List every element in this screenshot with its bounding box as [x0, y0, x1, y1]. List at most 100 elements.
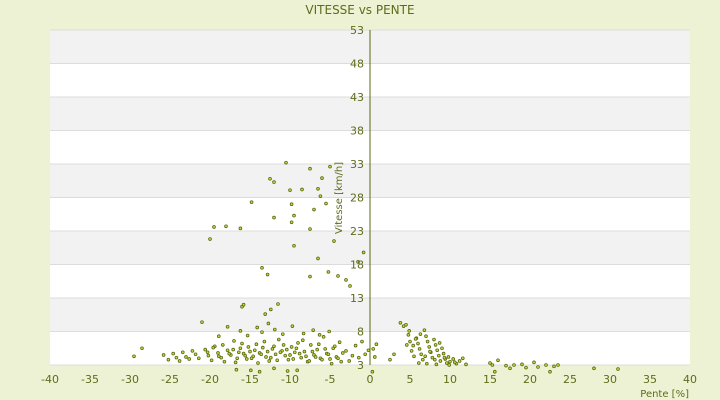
data-point — [265, 349, 270, 354]
data-point — [253, 348, 257, 353]
data-point — [435, 348, 440, 353]
data-point — [316, 186, 320, 191]
data-point — [592, 366, 596, 371]
data-point — [388, 357, 392, 362]
data-point — [360, 339, 364, 344]
data-point — [260, 266, 264, 270]
data-point — [299, 355, 304, 360]
data-point — [284, 347, 289, 352]
data-point — [336, 274, 340, 278]
data-point — [308, 227, 312, 231]
chart-title: VITESSE vs PENTE — [305, 3, 414, 17]
data-point — [288, 188, 292, 192]
data-point — [520, 362, 524, 367]
x-tick-label: -20 — [201, 373, 219, 386]
data-point — [260, 345, 265, 350]
data-point — [232, 339, 236, 343]
data-point — [225, 348, 230, 353]
data-point — [265, 272, 270, 277]
data-point — [238, 346, 243, 351]
data-point — [205, 350, 210, 355]
data-point — [245, 357, 249, 361]
data-point — [301, 331, 306, 336]
data-point — [140, 346, 144, 351]
data-point — [374, 342, 379, 347]
data-point — [292, 350, 297, 355]
x-tick-label: -30 — [121, 373, 139, 386]
data-point — [419, 352, 424, 357]
data-point — [327, 329, 332, 334]
y-tick-label: 28 — [350, 192, 364, 205]
data-point — [363, 352, 368, 357]
data-point — [406, 333, 411, 337]
data-point — [451, 357, 456, 361]
data-point — [412, 354, 416, 359]
data-point — [430, 355, 435, 360]
data-point — [281, 343, 286, 347]
data-point — [235, 356, 240, 361]
data-point — [332, 239, 336, 243]
data-point — [548, 369, 552, 374]
data-point — [268, 176, 272, 181]
data-point — [308, 343, 313, 347]
data-point — [404, 322, 408, 327]
data-point — [276, 302, 280, 306]
data-point — [272, 366, 276, 371]
data-point — [241, 302, 246, 307]
data-point — [433, 343, 438, 347]
data-point — [398, 320, 403, 325]
x-tick-label: -15 — [241, 373, 259, 386]
data-point — [442, 355, 447, 360]
data-point — [366, 348, 371, 353]
data-point — [411, 343, 416, 348]
data-point — [460, 356, 465, 361]
data-point — [224, 224, 228, 229]
data-point — [280, 332, 285, 336]
data-point — [446, 355, 451, 359]
data-point — [285, 369, 290, 373]
data-point — [321, 335, 326, 339]
data-point — [332, 344, 337, 349]
data-point — [132, 354, 136, 359]
data-point — [437, 341, 442, 345]
data-point — [448, 359, 452, 364]
data-point — [427, 345, 432, 349]
data-point — [438, 359, 443, 363]
data-point — [200, 320, 204, 324]
x-tick-label: 30 — [603, 373, 617, 386]
data-point — [524, 365, 528, 370]
x-tick-label: -40 — [41, 373, 59, 386]
data-point — [492, 369, 497, 374]
data-point — [316, 256, 320, 261]
data-point — [294, 346, 299, 351]
data-point — [372, 355, 377, 359]
data-point — [262, 339, 267, 344]
x-tick-label: 15 — [483, 373, 497, 386]
y-tick-label: 43 — [350, 91, 364, 104]
data-point — [283, 353, 288, 358]
data-point — [190, 349, 195, 353]
data-point — [288, 353, 292, 357]
data-point — [504, 363, 508, 368]
data-point — [273, 352, 278, 357]
data-point — [361, 250, 366, 255]
data-point — [256, 361, 260, 365]
data-point — [392, 352, 396, 357]
data-point — [272, 327, 277, 332]
data-point — [432, 357, 437, 362]
data-point — [324, 201, 328, 206]
data-point — [296, 341, 300, 345]
data-point — [209, 358, 214, 363]
data-point — [536, 365, 540, 369]
data-point — [290, 324, 295, 328]
data-point — [249, 356, 254, 361]
data-point — [184, 355, 188, 359]
data-point — [532, 360, 536, 365]
data-point — [370, 369, 375, 374]
data-point — [292, 243, 296, 248]
data-point — [329, 361, 334, 366]
data-point — [249, 368, 253, 373]
data-point — [413, 337, 418, 341]
x-tick-label: -5 — [325, 373, 336, 386]
data-point — [270, 347, 275, 351]
